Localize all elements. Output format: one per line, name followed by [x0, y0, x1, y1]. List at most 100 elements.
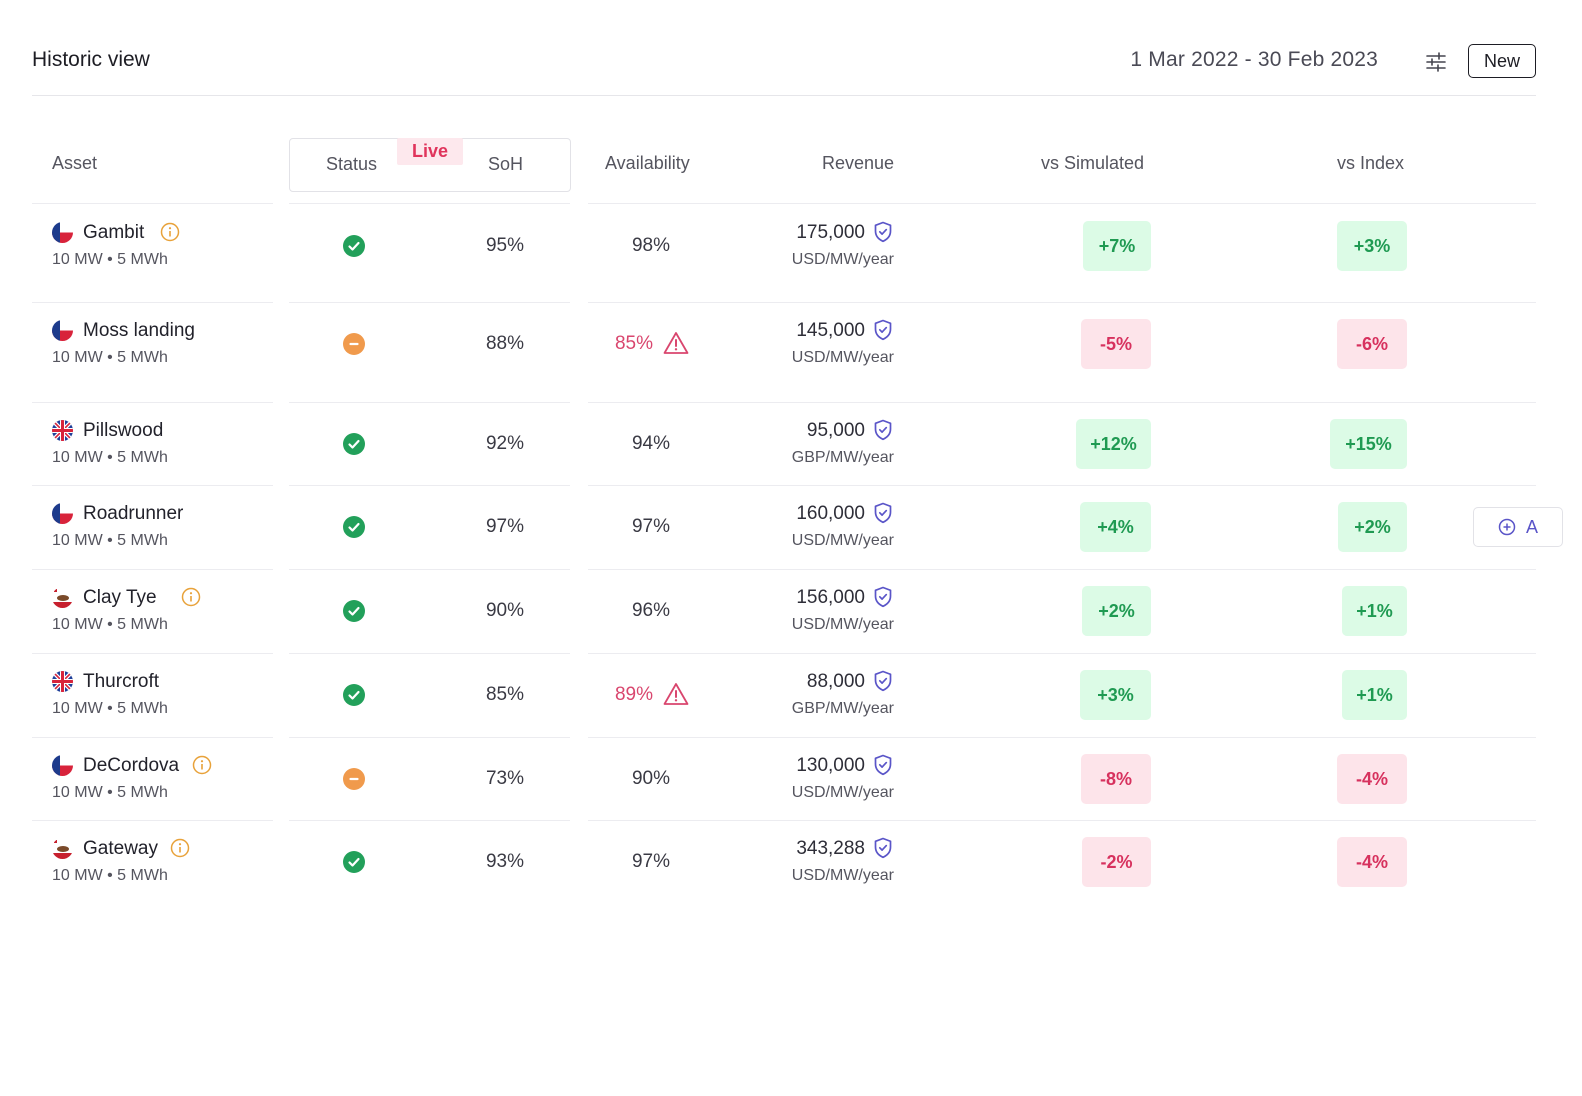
- column-status[interactable]: Status: [326, 154, 378, 174]
- page-title: Historic view: [32, 48, 150, 71]
- availability-value: 96%: [631, 600, 671, 621]
- asset-capacity: 10 MW • 5 MWh: [52, 700, 168, 717]
- row-divider: [289, 485, 570, 486]
- table-row[interactable]: Thurcroft 10 MW • 5 MWh 85% 89% 88,000 GBP…: [0, 653, 1582, 737]
- column-availability[interactable]: Availability: [605, 153, 690, 173]
- row-divider: [588, 302, 1536, 303]
- table-row[interactable]: Pillswood 10 MW • 5 MWh 92% 94% 95,000 GBP/…: [0, 402, 1582, 486]
- status-ok-icon: [343, 235, 365, 257]
- table-row[interactable]: Roadrunner 10 MW • 5 MWh 97% 97% 160,000 US…: [0, 485, 1582, 569]
- vs-index-badge: +2%: [1338, 502, 1407, 552]
- table-row[interactable]: Gateway 10 MW • 5 MWh 93% 97% 343,288 USD/…: [0, 820, 1582, 904]
- revenue-value: 145,000: [796, 320, 865, 341]
- row-divider: [588, 653, 1536, 654]
- date-range[interactable]: 1 Mar 2022 - 30 Feb 2023: [1130, 48, 1378, 71]
- vs-index-badge: -4%: [1337, 837, 1407, 887]
- revenue-unit: USD/MW/year: [791, 532, 894, 549]
- table-header: Asset Live Status SoH Availability Reven…: [32, 138, 1536, 204]
- status-ok-icon: [343, 684, 365, 706]
- table-row[interactable]: Gambit 10 MW • 5 MWh 95% 98% 175,000 USD/M…: [0, 204, 1582, 288]
- revenue-value: 95,000: [806, 420, 865, 441]
- column-vs-index[interactable]: vs Index: [1337, 153, 1405, 173]
- column-vs-simulated[interactable]: vs Simulated: [1041, 153, 1145, 173]
- table-row[interactable]: Moss landing 10 MW • 5 MWh 88% 85% 145,000…: [0, 302, 1582, 386]
- row-divider: [32, 402, 273, 403]
- asset-name[interactable]: Gambit: [83, 222, 145, 243]
- header-divider: [289, 203, 570, 204]
- table-row[interactable]: Clay Tye 10 MW • 5 MWh 90% 96% 156,000 USD…: [0, 569, 1582, 653]
- asset-capacity: 10 MW • 5 MWh: [52, 784, 168, 801]
- revenue-unit: USD/MW/year: [791, 616, 894, 633]
- asset-name[interactable]: DeCordova: [83, 755, 180, 776]
- vs-index-badge: +1%: [1342, 670, 1407, 720]
- shield-check-icon: [873, 837, 893, 859]
- column-revenue[interactable]: Revenue: [822, 153, 895, 173]
- filter-icon[interactable]: [1424, 50, 1448, 74]
- column-soh[interactable]: SoH: [488, 154, 524, 174]
- shield-check-icon: [873, 754, 893, 776]
- texas-flag-icon: [52, 755, 73, 776]
- availability-value: 90%: [631, 768, 671, 789]
- soh-value: 88%: [485, 333, 525, 354]
- revenue-unit: GBP/MW/year: [791, 700, 894, 717]
- new-button[interactable]: New: [1468, 44, 1536, 78]
- asset-name[interactable]: Gateway: [83, 838, 158, 859]
- asset-capacity: 10 MW • 5 MWh: [52, 867, 168, 884]
- table-row[interactable]: DeCordova 10 MW • 5 MWh 73% 90% 130,000 US…: [0, 737, 1582, 821]
- info-icon[interactable]: [181, 587, 201, 607]
- column-asset[interactable]: Asset: [52, 153, 98, 173]
- live-tag: Live: [397, 138, 463, 165]
- status-warning-icon: [343, 333, 365, 355]
- vs-simulated-badge: +4%: [1080, 502, 1151, 552]
- asset-name[interactable]: Roadrunner: [83, 503, 184, 524]
- revenue-unit: USD/MW/year: [791, 867, 894, 884]
- shield-check-icon: [873, 319, 893, 341]
- california-flag-icon: [52, 587, 73, 608]
- vs-index-badge: -4%: [1337, 754, 1407, 804]
- warning-icon: [663, 331, 689, 355]
- info-icon[interactable]: [170, 838, 190, 858]
- add-button[interactable]: A: [1473, 507, 1563, 547]
- uk-flag-icon: [52, 671, 73, 692]
- vs-simulated-badge: -5%: [1081, 319, 1151, 369]
- asset-name[interactable]: Thurcroft: [83, 671, 160, 692]
- info-icon[interactable]: [160, 222, 180, 242]
- asset-capacity: 10 MW • 5 MWh: [52, 251, 168, 268]
- revenue-value: 156,000: [796, 587, 865, 608]
- texas-flag-icon: [52, 320, 73, 341]
- vs-simulated-badge: -8%: [1081, 754, 1151, 804]
- status-ok-icon: [343, 600, 365, 622]
- soh-value: 93%: [485, 851, 525, 872]
- vs-simulated-badge: +12%: [1076, 419, 1151, 469]
- status-ok-icon: [343, 851, 365, 873]
- uk-flag-icon: [52, 420, 73, 441]
- vs-simulated-badge: +7%: [1083, 221, 1151, 271]
- texas-flag-icon: [52, 503, 73, 524]
- availability-value: 97%: [631, 851, 671, 872]
- row-divider: [289, 402, 570, 403]
- shield-check-icon: [873, 221, 893, 243]
- availability-value: 85%: [614, 333, 654, 354]
- status-ok-icon: [343, 516, 365, 538]
- row-divider: [588, 485, 1536, 486]
- row-divider: [588, 402, 1536, 403]
- shield-check-icon: [873, 502, 893, 524]
- soh-value: 92%: [485, 433, 525, 454]
- shield-check-icon: [873, 419, 893, 441]
- status-ok-icon: [343, 433, 365, 455]
- revenue-value: 343,288: [796, 838, 865, 859]
- asset-name[interactable]: Moss landing: [83, 320, 195, 341]
- california-flag-icon: [52, 838, 73, 859]
- asset-name[interactable]: Pillswood: [83, 420, 164, 441]
- row-divider: [32, 485, 273, 486]
- asset-name[interactable]: Clay Tye: [83, 587, 157, 608]
- revenue-unit: USD/MW/year: [791, 784, 894, 801]
- shield-check-icon: [873, 670, 893, 692]
- vs-index-badge: +15%: [1330, 419, 1407, 469]
- info-icon[interactable]: [192, 755, 212, 775]
- asset-capacity: 10 MW • 5 MWh: [52, 532, 168, 549]
- asset-capacity: 10 MW • 5 MWh: [52, 449, 168, 466]
- revenue-unit: USD/MW/year: [791, 349, 894, 366]
- row-divider: [32, 302, 273, 303]
- row-divider: [32, 737, 273, 738]
